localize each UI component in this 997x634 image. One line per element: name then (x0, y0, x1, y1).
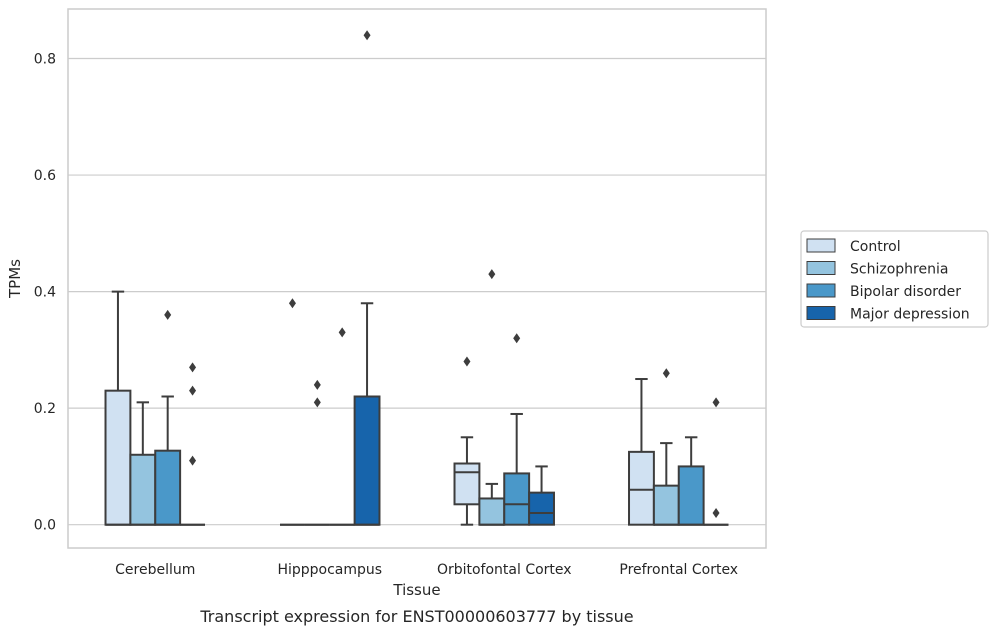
box-group (154, 309, 182, 526)
outlier-point (313, 379, 321, 390)
box (652, 484, 680, 526)
legend-swatch (806, 238, 836, 253)
box (353, 395, 381, 526)
y-tick-label: 0.2 (34, 401, 56, 417)
legend-label: Bipolar disorder (850, 284, 961, 300)
box-group (280, 298, 305, 526)
box (677, 465, 705, 526)
box (628, 450, 655, 526)
x-tick-labels: Cerebellum Hipppocampus Orbitofontal Corte… (115, 562, 738, 578)
legend-frame (800, 230, 989, 328)
y-axis-label: TPMs (6, 259, 24, 299)
box (478, 497, 506, 526)
legend-label: Major depression (850, 307, 970, 323)
y-tick-label: 0.4 (34, 285, 56, 301)
box-group (329, 327, 355, 526)
outlier-point (712, 508, 720, 519)
outlier-point (662, 368, 670, 379)
box-group (677, 436, 705, 526)
outlier-point (189, 385, 197, 396)
outlier-point (513, 333, 521, 344)
outlier-point (338, 327, 346, 338)
outlier-point (164, 309, 172, 320)
box (528, 491, 555, 526)
outlier-point (189, 455, 197, 466)
y-tick-labels: 0.0 0.2 0.4 0.6 0.8 (34, 52, 56, 534)
box-group (129, 401, 157, 526)
box-group (628, 378, 655, 526)
legend-label: Control (850, 239, 901, 255)
box-group (703, 397, 729, 526)
x-tick-label: Cerebellum (115, 562, 195, 578)
x-axis-label: Tissue (392, 581, 440, 599)
box (503, 472, 531, 526)
box (453, 462, 481, 506)
box (154, 449, 182, 526)
legend-swatch (806, 306, 836, 320)
legend-swatch (806, 261, 836, 275)
box (104, 389, 132, 526)
chart-caption: Transcript expression for ENST0000060377… (199, 607, 633, 626)
x-tick-label: Prefrontal Cortex (619, 562, 738, 578)
y-tick-label: 0.0 (34, 518, 56, 534)
box-group (453, 356, 481, 526)
box (129, 453, 157, 526)
box-group (180, 362, 205, 526)
box-group (304, 379, 330, 526)
outlier-point (313, 397, 321, 408)
legend: Control Schizophrenia Bipolar disorder Majo… (800, 230, 989, 328)
box-group (503, 333, 531, 526)
x-tick-label: Hipppocampus (277, 562, 382, 578)
outlier-point (189, 362, 197, 373)
box-group (528, 465, 555, 526)
box-group (104, 290, 132, 526)
box-group (353, 30, 381, 526)
outlier-point (363, 30, 371, 41)
box-marks (104, 30, 729, 526)
y-tick-label: 0.6 (34, 168, 56, 184)
x-tick-label: Orbitofontal Cortex (437, 562, 572, 578)
outlier-point (463, 356, 471, 367)
outlier-point (288, 298, 296, 309)
legend-label: Schizophrenia (850, 262, 948, 278)
outlier-point (712, 397, 720, 408)
y-tick-label: 0.8 (34, 52, 56, 68)
legend-swatch (806, 283, 836, 298)
outlier-point (488, 269, 496, 280)
